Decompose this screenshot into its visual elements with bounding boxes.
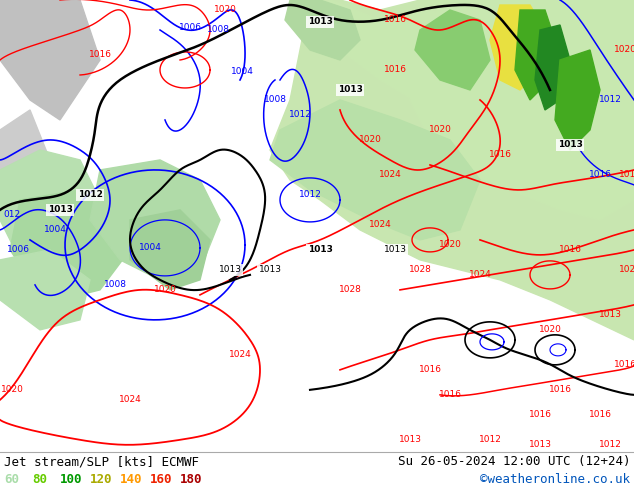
- Text: 1012: 1012: [77, 191, 103, 199]
- Text: 140: 140: [120, 473, 143, 487]
- Text: 1024: 1024: [229, 350, 251, 359]
- Text: 1024: 1024: [368, 220, 391, 229]
- Text: 1004: 1004: [231, 68, 254, 76]
- Text: 1016: 1016: [559, 245, 581, 254]
- Polygon shape: [0, 110, 50, 200]
- Text: 1016: 1016: [418, 366, 441, 374]
- Text: 1020: 1020: [429, 125, 451, 134]
- Text: 1016: 1016: [588, 171, 612, 179]
- Polygon shape: [555, 50, 600, 150]
- Text: 100: 100: [60, 473, 82, 487]
- Text: 1028: 1028: [408, 266, 432, 274]
- Polygon shape: [310, 0, 580, 130]
- Text: 1016: 1016: [548, 385, 571, 394]
- Text: 012: 012: [3, 210, 20, 220]
- Text: 1013: 1013: [598, 310, 621, 319]
- Text: 1012: 1012: [299, 191, 321, 199]
- Text: 1016: 1016: [384, 66, 406, 74]
- Text: 1016: 1016: [619, 171, 634, 179]
- Polygon shape: [270, 0, 634, 340]
- Polygon shape: [410, 0, 634, 220]
- Text: 1016: 1016: [529, 410, 552, 419]
- Text: 1020: 1020: [614, 46, 634, 54]
- Polygon shape: [415, 10, 490, 90]
- Text: 1012: 1012: [598, 441, 621, 449]
- Text: 120: 120: [90, 473, 112, 487]
- Polygon shape: [90, 160, 220, 280]
- Text: 1006: 1006: [6, 245, 30, 254]
- Polygon shape: [0, 250, 90, 330]
- Text: 1013: 1013: [259, 266, 281, 274]
- Text: 1013: 1013: [48, 205, 72, 215]
- Text: Su 26-05-2024 12:00 UTC (12+24): Su 26-05-2024 12:00 UTC (12+24): [398, 455, 630, 468]
- Text: 1004: 1004: [139, 244, 162, 252]
- Text: 1020: 1020: [214, 5, 236, 15]
- Text: 1016: 1016: [588, 410, 612, 419]
- Text: 1024: 1024: [378, 171, 401, 179]
- Text: 1020: 1020: [359, 135, 382, 145]
- Polygon shape: [270, 100, 480, 240]
- Text: 1012: 1012: [479, 435, 501, 444]
- Polygon shape: [0, 0, 100, 120]
- Text: 1008: 1008: [264, 96, 287, 104]
- Polygon shape: [515, 10, 555, 100]
- Text: Jet stream/SLP [kts] ECMWF: Jet stream/SLP [kts] ECMWF: [4, 455, 199, 468]
- Text: 1020: 1020: [1, 385, 23, 394]
- Text: 160: 160: [150, 473, 172, 487]
- Polygon shape: [10, 190, 130, 300]
- Text: 1020: 1020: [153, 285, 176, 294]
- Text: 1024: 1024: [469, 270, 491, 279]
- Polygon shape: [490, 5, 545, 90]
- Text: 1006: 1006: [179, 24, 202, 32]
- Text: 1020: 1020: [538, 325, 562, 334]
- Text: 1024: 1024: [119, 395, 141, 404]
- Polygon shape: [130, 210, 210, 290]
- Polygon shape: [285, 0, 360, 60]
- Text: 1008: 1008: [103, 280, 127, 290]
- Text: 80: 80: [32, 473, 47, 487]
- Text: 1013: 1013: [384, 245, 406, 254]
- Text: 1013: 1013: [529, 441, 552, 449]
- Text: 1020: 1020: [619, 266, 634, 274]
- Text: ©weatheronline.co.uk: ©weatheronline.co.uk: [480, 473, 630, 487]
- Text: 1016: 1016: [614, 360, 634, 369]
- Text: 1016: 1016: [89, 50, 112, 59]
- Text: 1008: 1008: [207, 25, 230, 34]
- Text: 1013: 1013: [307, 18, 332, 26]
- Text: 1028: 1028: [339, 285, 361, 294]
- Text: 1016: 1016: [439, 391, 462, 399]
- Text: 1013: 1013: [337, 85, 363, 95]
- Text: 1013: 1013: [219, 266, 242, 274]
- Text: 180: 180: [180, 473, 202, 487]
- Polygon shape: [0, 150, 100, 270]
- Text: 1016: 1016: [384, 16, 406, 24]
- Text: 1013: 1013: [399, 435, 422, 444]
- Text: 1012: 1012: [288, 110, 311, 120]
- Text: 1013: 1013: [557, 141, 583, 149]
- Text: 1013: 1013: [307, 245, 332, 254]
- Polygon shape: [430, 0, 634, 130]
- Text: 1016: 1016: [489, 150, 512, 159]
- Text: 1020: 1020: [439, 241, 462, 249]
- Text: 1012: 1012: [598, 96, 621, 104]
- Text: 1004: 1004: [44, 225, 67, 234]
- Polygon shape: [535, 25, 570, 110]
- Text: 60: 60: [4, 473, 19, 487]
